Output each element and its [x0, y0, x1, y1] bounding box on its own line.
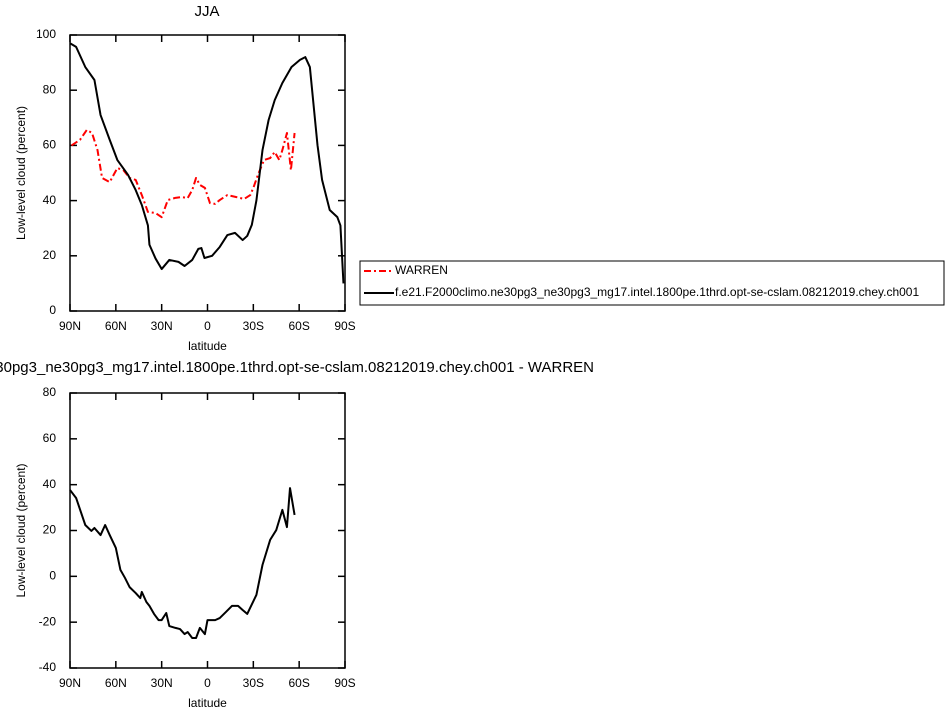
chart-title: JJA: [194, 3, 219, 20]
x-tick-label: 30S: [243, 676, 264, 690]
plot-frame: [69, 392, 346, 669]
x-axis-label: latitude: [188, 339, 227, 353]
y-tick-label: 40: [43, 193, 57, 207]
y-axis-label: Low-level cloud (percent): [14, 463, 28, 597]
y-tick-label: -40: [39, 660, 57, 674]
data-line: [70, 128, 296, 219]
y-tick-label: 60: [43, 431, 57, 445]
y-tick-label: 0: [49, 569, 56, 583]
legend-label: f.e21.F2000climo.ne30pg3_ne30pg3_mg17.in…: [395, 285, 919, 299]
legend-label: WARREN: [395, 263, 448, 277]
x-tick-label: 60S: [288, 319, 309, 333]
y-tick-label: 60: [43, 138, 57, 152]
x-tick-label: 30N: [151, 676, 173, 690]
y-tick-label: 20: [43, 523, 57, 537]
x-axis-label: latitude: [188, 696, 227, 710]
legend-box: [359, 260, 945, 306]
x-tick-label: 90N: [59, 676, 81, 690]
y-tick-label: 20: [43, 248, 57, 262]
x-tick-label: 0: [204, 319, 211, 333]
y-tick-label: 80: [43, 385, 57, 399]
plot-frame: [69, 34, 346, 312]
y-tick-label: 80: [43, 82, 57, 96]
x-tick-label: 60N: [105, 676, 127, 690]
y-tick-label: 0: [49, 303, 56, 317]
y-tick-label: 40: [43, 477, 57, 491]
data-line: [69, 42, 345, 284]
y-tick-label: -20: [39, 614, 57, 628]
x-tick-label: 90S: [334, 319, 355, 333]
data-line: [69, 487, 296, 639]
chart-title: f.e21.F2000climo.ne30pg3_ne30pg3_mg17.in…: [0, 359, 594, 376]
y-tick-label: 100: [36, 27, 56, 41]
x-tick-label: 90N: [59, 319, 81, 333]
x-tick-label: 0: [204, 676, 211, 690]
y-axis-label: Low-level cloud (percent): [14, 106, 28, 240]
x-tick-label: 60S: [288, 676, 309, 690]
x-tick-label: 30N: [151, 319, 173, 333]
x-tick-label: 60N: [105, 319, 127, 333]
x-tick-label: 90S: [334, 676, 355, 690]
x-tick-label: 30S: [243, 319, 264, 333]
